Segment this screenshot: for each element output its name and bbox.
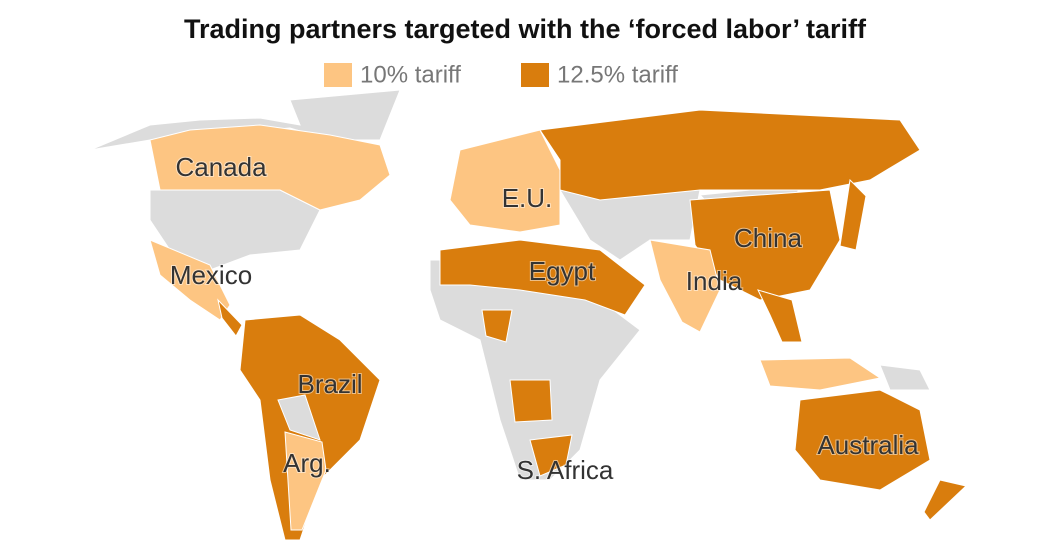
legend-label: 10% tariff bbox=[360, 61, 461, 88]
southeast-asia bbox=[757, 289, 803, 343]
bolivia-paraguay bbox=[277, 394, 321, 441]
country-label: Mexico bbox=[170, 260, 252, 290]
central-america bbox=[217, 298, 243, 337]
japan bbox=[839, 178, 867, 251]
title: Trading partners targeted with the ‘forc… bbox=[184, 14, 867, 44]
mexico bbox=[149, 239, 231, 321]
country-label: Australia bbox=[817, 430, 919, 460]
legend-label: 12.5% tariff bbox=[557, 61, 678, 88]
country-label: Brazil bbox=[297, 369, 362, 399]
new-guinea bbox=[879, 364, 931, 391]
country-label: China bbox=[734, 223, 802, 253]
new-zealand bbox=[923, 479, 968, 521]
country-label: S. Africa bbox=[517, 455, 614, 485]
south-africa bbox=[529, 434, 573, 477]
russia bbox=[539, 109, 921, 201]
legend-swatch bbox=[324, 63, 352, 87]
australia bbox=[794, 389, 931, 491]
legend: 10% tariff 12.5% tariff bbox=[324, 61, 678, 88]
country-label: Canada bbox=[175, 152, 267, 182]
legend-swatch bbox=[521, 63, 549, 87]
country-label: E.U. bbox=[502, 183, 553, 213]
nigeria bbox=[481, 309, 513, 343]
angola bbox=[509, 379, 553, 423]
europe bbox=[449, 129, 561, 233]
country-label: India bbox=[686, 266, 743, 296]
north-africa-middle-east bbox=[439, 239, 646, 316]
canada bbox=[149, 124, 391, 211]
map-labels: Canada E.U. China Mexico Egypt India Bra… bbox=[169, 151, 920, 486]
map bbox=[89, 89, 968, 541]
indonesia bbox=[759, 357, 882, 391]
country-label: Egypt bbox=[529, 256, 596, 286]
argentina bbox=[284, 431, 327, 531]
india bbox=[649, 239, 721, 333]
country-label: Arg. bbox=[283, 448, 331, 478]
